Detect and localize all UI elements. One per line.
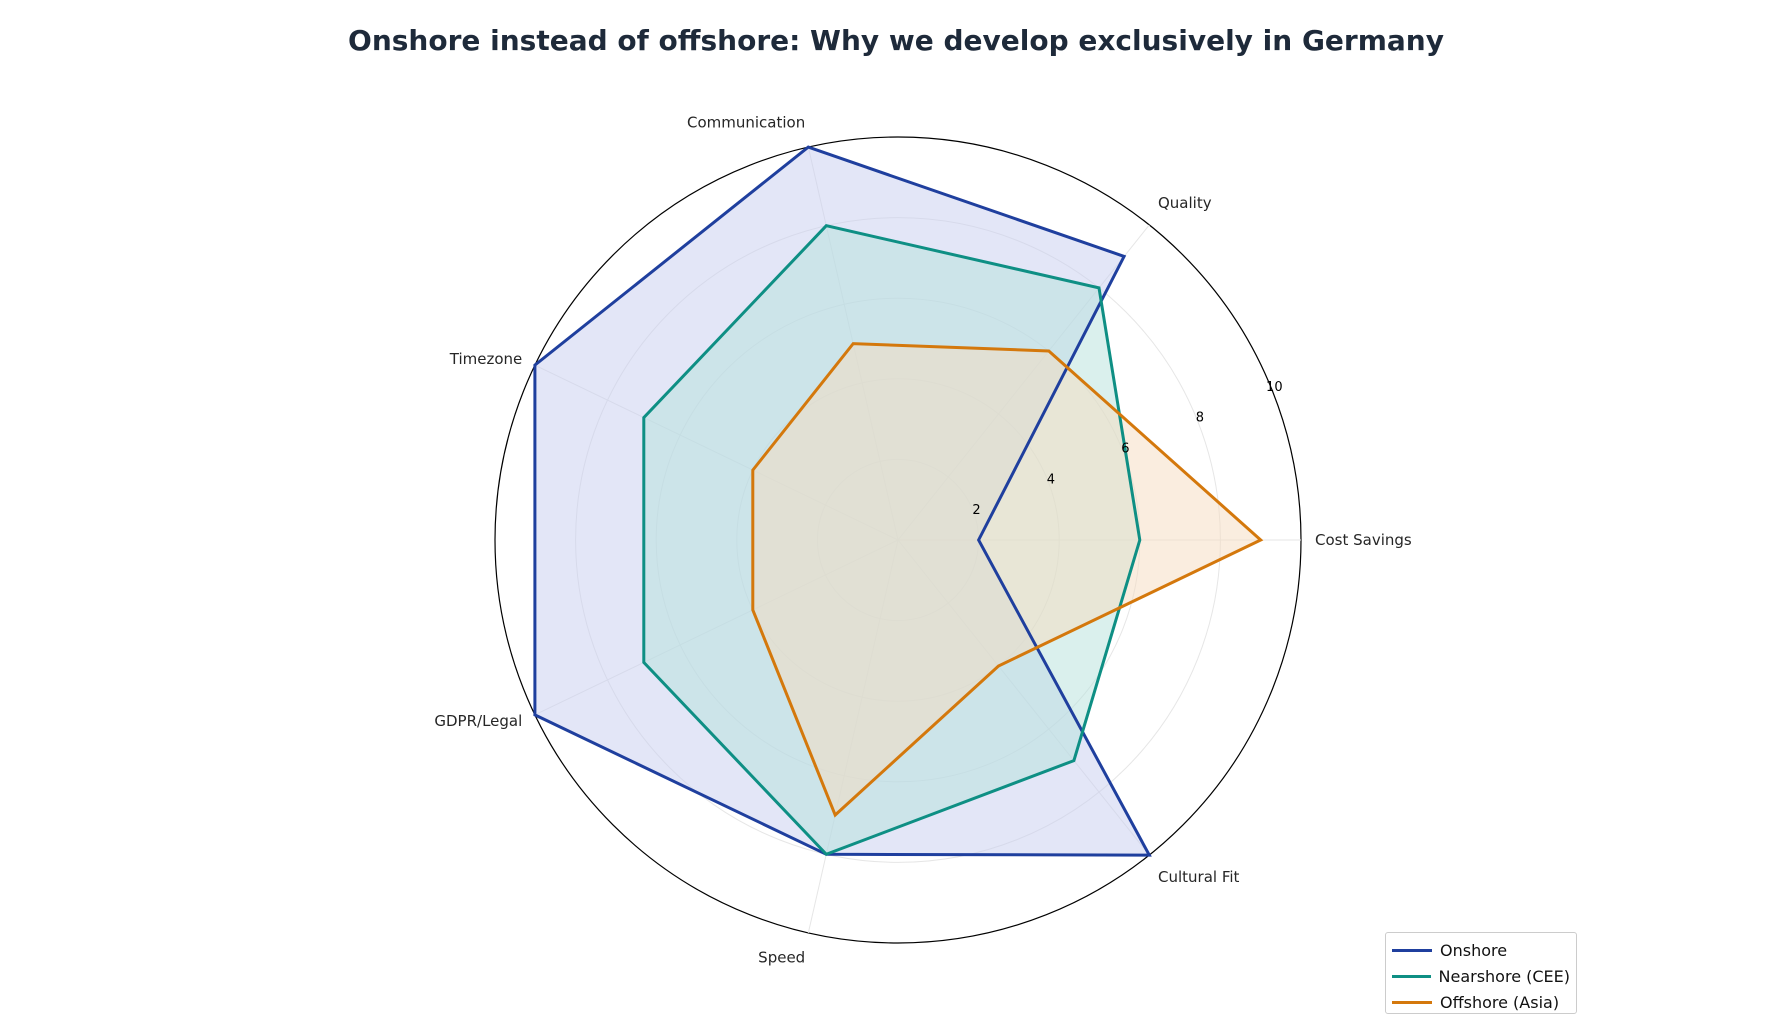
legend-item: Offshore (Asia) [1392,989,1570,1015]
tick-label: 2 [972,503,980,518]
category-label: Timezone [449,350,523,368]
legend-item: Nearshore (CEE) [1392,963,1570,989]
series-line [642,224,1142,857]
category-label: Speed [758,949,805,967]
series-area [752,343,1261,815]
legend-swatch [1392,948,1432,952]
category-label: Cultural Fit [1158,868,1240,886]
category-label: Quality [1158,194,1212,212]
series-line [751,342,1264,818]
category-label: GDPR/Legal [434,712,522,730]
legend-swatch [1392,974,1431,978]
legend-label: Offshore (Asia) [1440,992,1560,1012]
category-label: Cost Savings [1315,531,1412,549]
tick-label: 10 [1266,380,1283,395]
legend-swatch [1392,1000,1432,1004]
legend: Onshore Nearshore (CEE) Offshore (Asia) [1385,932,1577,1014]
series-line [533,145,1152,857]
category-label: Communication [687,113,805,131]
tick-label: 6 [1121,441,1129,456]
chart-title: Onshore instead of offshore: Why we deve… [348,24,1444,57]
tick-label: 8 [1196,411,1204,426]
legend-item: Onshore [1392,937,1570,963]
legend-label: Onshore [1440,940,1508,960]
tick-label: 4 [1047,472,1055,487]
series-layer [533,145,1264,857]
legend-label: Nearshore (CEE) [1438,966,1571,986]
label-layer: 2 4 6 8 10 Cost Savings Quality Communication Ti… [434,113,1412,966]
